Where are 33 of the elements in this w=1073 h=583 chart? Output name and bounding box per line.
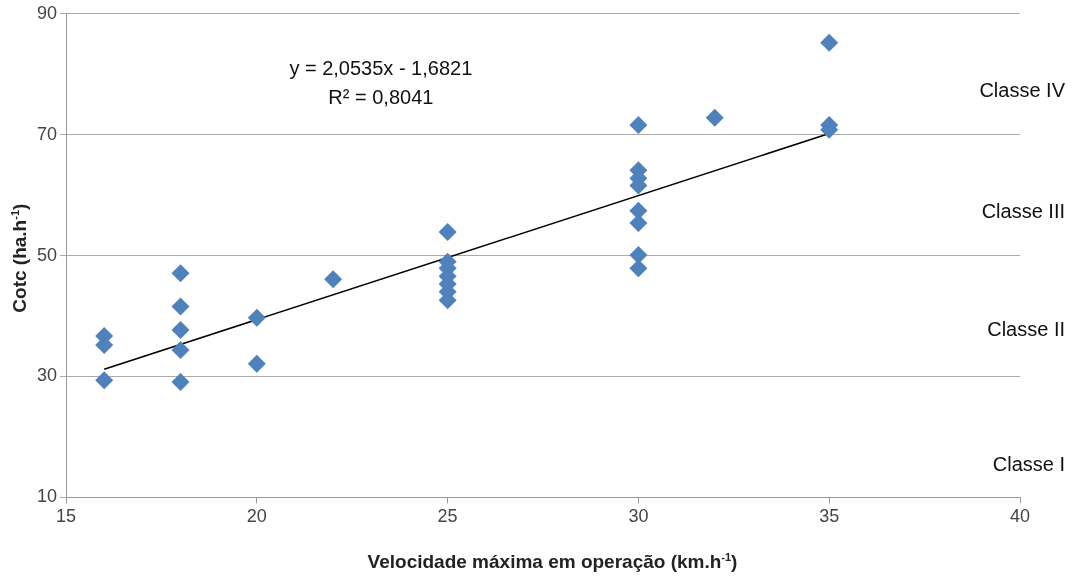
annotation: Classe III [981,199,1065,222]
y-tick-label: 50 [36,244,58,265]
point [171,297,190,316]
point [171,372,190,391]
annotation: y = 2,0535x - 1,6821 [289,56,473,79]
point [171,320,190,339]
y-tick-label: 30 [36,365,58,386]
point [438,223,457,242]
x-tick-label: 15 [56,506,77,527]
x-tick-label: 25 [437,506,458,527]
x-tick-label: 20 [246,506,267,527]
point [705,108,724,127]
x-axis-title: Velocidade máxima em operação (km.h$^{-1}$) [366,551,739,574]
y-tick-label: 10 [36,486,58,507]
point [629,246,648,264]
point [171,340,190,359]
point [324,270,343,289]
annotation: R² = 0,8041 [328,85,434,108]
y-tick-label: 70 [36,123,58,144]
y-tick-label: 90 [36,2,58,23]
point [95,371,114,390]
x-tick-label: 30 [628,506,649,527]
annotation: Classe II [987,318,1065,341]
point [171,264,190,283]
point [629,259,648,278]
annotation: Classe I [992,453,1065,476]
annotation: Classe IV [979,78,1066,101]
point [820,33,839,52]
point [247,354,266,373]
point [629,116,648,135]
x-tick-label: 35 [819,506,840,527]
x-tick-label: 40 [1009,506,1031,527]
point [247,308,266,327]
